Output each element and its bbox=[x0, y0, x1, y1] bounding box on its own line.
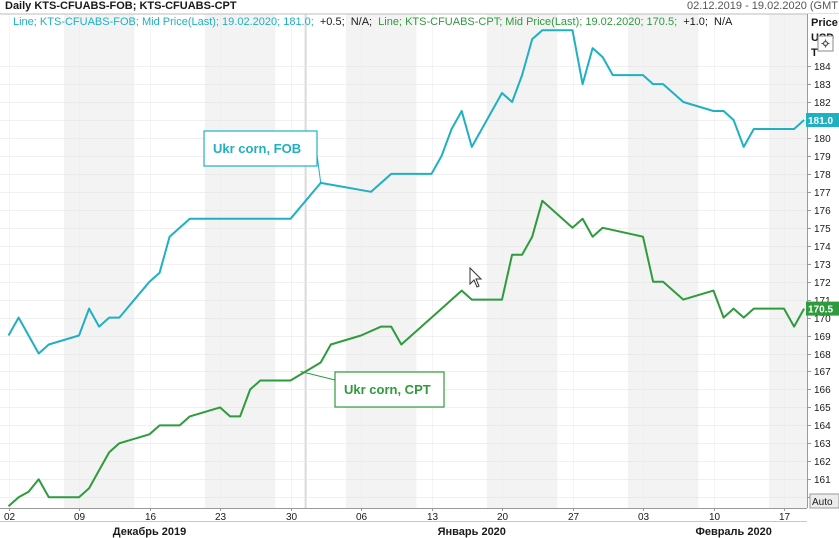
x-tick-label: 09 bbox=[74, 512, 86, 523]
x-tick-label: 10 bbox=[709, 512, 721, 523]
y-axis-area bbox=[807, 14, 839, 538]
horizontal-grid bbox=[0, 66, 807, 498]
y-tick-label: 162 bbox=[814, 457, 831, 468]
auto-scale-button[interactable] bbox=[809, 493, 839, 509]
y-tick-label: 172 bbox=[814, 278, 831, 289]
auto-scale-label: Auto bbox=[812, 497, 833, 508]
week-band bbox=[627, 14, 699, 508]
month-label: Февраль 2020 bbox=[695, 526, 771, 538]
y-tick-label: 179 bbox=[814, 152, 831, 163]
y-tick-label: 174 bbox=[814, 242, 831, 253]
month-label: Декабрь 2019 bbox=[113, 526, 187, 538]
y-tick-label: 170 bbox=[814, 314, 831, 325]
week-band bbox=[768, 14, 807, 508]
gear-icon bbox=[821, 39, 830, 48]
last-value-fob: 181.0 bbox=[808, 116, 833, 127]
series-lines bbox=[7, 29, 805, 507]
y-tick-label: 168 bbox=[814, 350, 831, 361]
y-tick-label: 167 bbox=[814, 367, 831, 378]
x-tick-label: 23 bbox=[215, 512, 227, 523]
chart-title: Daily KTS-CFUABS-FOB; KTS-CFUABS-CPT bbox=[5, 0, 237, 12]
y-tick-label: 166 bbox=[814, 385, 831, 396]
x-tick-label: 03 bbox=[638, 512, 650, 523]
x-tick-label: 02 bbox=[4, 512, 16, 523]
y-tick-label: 164 bbox=[814, 421, 831, 432]
y-tick-label: 176 bbox=[814, 206, 831, 217]
callout-fob-box bbox=[203, 130, 318, 167]
callout-fob-connector bbox=[316, 154, 322, 183]
series-cpt-line[interactable] bbox=[7, 199, 805, 507]
date-range: 02.12.2019 - 19.02.2020 (GMT bbox=[687, 0, 838, 12]
x-tick-label: 30 bbox=[286, 512, 298, 523]
y-tick-label: 163 bbox=[814, 439, 831, 450]
last-value-cpt-badge bbox=[806, 301, 839, 316]
mouse-cursor-icon bbox=[469, 266, 483, 288]
series-fob-line[interactable] bbox=[7, 29, 805, 355]
y-tick-label: 177 bbox=[814, 188, 831, 199]
y-tick-label: 178 bbox=[814, 170, 831, 181]
y-tick-label: 165 bbox=[814, 403, 831, 414]
callout-cpt-box bbox=[334, 371, 445, 408]
week-band bbox=[345, 14, 417, 508]
legend-fob[interactable]: Line; KTS-CFUABS-FOB; Mid Price(Last); 1… bbox=[13, 16, 733, 28]
callout-fob: Ukr corn, FOB bbox=[203, 130, 322, 183]
y-tick-label: 161 bbox=[814, 475, 831, 486]
y-tick-label: 173 bbox=[814, 260, 831, 271]
legend-cpt-extra: N/A bbox=[714, 16, 733, 28]
last-value-labels: 181.0 170.5 bbox=[806, 112, 839, 316]
y-tick-label: 182 bbox=[814, 98, 831, 109]
axis-title-price: Price bbox=[811, 17, 838, 29]
y-tick-label: 171 bbox=[814, 296, 831, 307]
x-ticks: 02 09 16 23 30 06 13 20 27 03 10 17 bbox=[4, 508, 791, 523]
callout-cpt: Ukr corn, CPT bbox=[300, 370, 445, 408]
x-tick-label: 06 bbox=[356, 512, 368, 523]
callout-cpt-text: Ukr corn, CPT bbox=[344, 382, 431, 397]
weekend-bands bbox=[63, 14, 807, 508]
week-band bbox=[486, 14, 558, 508]
legend-fob-label: Line; KTS-CFUABS-FOB; Mid Price(Last); 1… bbox=[13, 16, 314, 28]
y-tick-label: 169 bbox=[814, 332, 831, 343]
month-labels: Декабрь 2019 Январь 2020 Февраль 2020 bbox=[113, 526, 772, 538]
last-value-cpt: 170.5 bbox=[808, 305, 833, 316]
week-band bbox=[204, 14, 276, 508]
y-tick-label: 180 bbox=[814, 134, 831, 145]
x-tick-label: 17 bbox=[779, 512, 791, 523]
last-value-fob-badge bbox=[806, 112, 839, 127]
week-band bbox=[63, 14, 135, 508]
x-tick-label: 16 bbox=[145, 512, 157, 523]
legend-cpt-change: +1.0; bbox=[683, 16, 708, 28]
callout-fob-text: Ukr corn, FOB bbox=[213, 141, 301, 156]
legend-fob-change: +0.5; bbox=[320, 16, 345, 28]
y-tick-label: 175 bbox=[814, 224, 831, 235]
vertical-grid bbox=[9, 14, 785, 508]
legend-fob-extra: N/A; bbox=[351, 16, 372, 28]
y-tick-label: 184 bbox=[814, 62, 831, 73]
x-tick-label: 20 bbox=[497, 512, 509, 523]
x-tick-label: 27 bbox=[568, 512, 580, 523]
x-axis-area bbox=[0, 508, 807, 538]
y-tick-label: 183 bbox=[814, 80, 831, 91]
legend-cpt-label: Line; KTS-CFUABS-CPT; Mid Price(Last); 1… bbox=[378, 16, 677, 28]
month-label: Январь 2020 bbox=[438, 526, 506, 538]
x-tick-label: 13 bbox=[427, 512, 439, 523]
callout-cpt-connector bbox=[300, 370, 336, 381]
settings-button[interactable] bbox=[817, 35, 834, 52]
axis-title-unit: T bbox=[811, 47, 818, 59]
